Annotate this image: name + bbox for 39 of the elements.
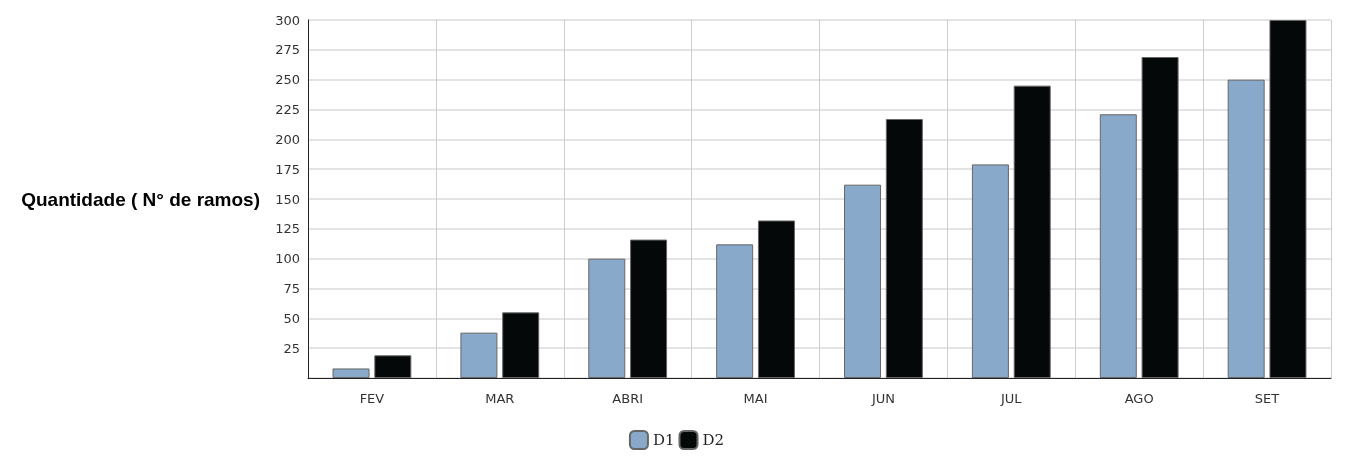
y-axis-title: Quantidade ( N° de ramos)	[21, 188, 260, 210]
bar	[1141, 56, 1179, 378]
y-tick-label: 225	[275, 102, 300, 117]
bar	[757, 220, 795, 378]
x-tick-label: FEV	[359, 391, 385, 406]
legend-label: D2	[702, 431, 725, 449]
y-tick-label: 50	[283, 310, 300, 326]
bar	[885, 119, 923, 378]
x-tick-label: SET	[1254, 391, 1280, 406]
bar	[1227, 79, 1265, 378]
x-tick-label: JUL	[1000, 391, 1023, 406]
bar	[1013, 85, 1051, 378]
bar	[716, 244, 754, 378]
bar	[971, 164, 1009, 378]
bar	[1269, 20, 1307, 378]
y-tick-label: 125	[275, 221, 300, 237]
y-tick-label: 300	[275, 12, 300, 28]
x-tick-label: ABRI	[612, 391, 644, 406]
y-tick-label: 200	[275, 131, 300, 147]
x-tick-label: AGO	[1124, 391, 1154, 406]
x-tick-label: MAR	[485, 391, 515, 406]
bar	[374, 355, 412, 378]
legend-label: D1	[652, 431, 675, 449]
x-tick-label: MAI	[743, 391, 768, 406]
x-tick-label: JUN	[870, 391, 895, 406]
bar	[332, 368, 370, 378]
bar	[588, 258, 626, 378]
y-tick-label: 75	[283, 281, 300, 296]
y-tick-label: 275	[275, 42, 300, 58]
bar	[630, 239, 668, 378]
bar	[844, 184, 882, 378]
y-tick-label: 25	[283, 340, 300, 356]
y-tick-label: 250	[275, 72, 300, 88]
bar	[1099, 114, 1137, 378]
y-tick-label: 150	[275, 191, 300, 207]
bar	[460, 332, 498, 378]
bar	[502, 312, 540, 378]
y-tick-label: 100	[275, 251, 300, 267]
y-tick-label: 175	[275, 161, 300, 177]
